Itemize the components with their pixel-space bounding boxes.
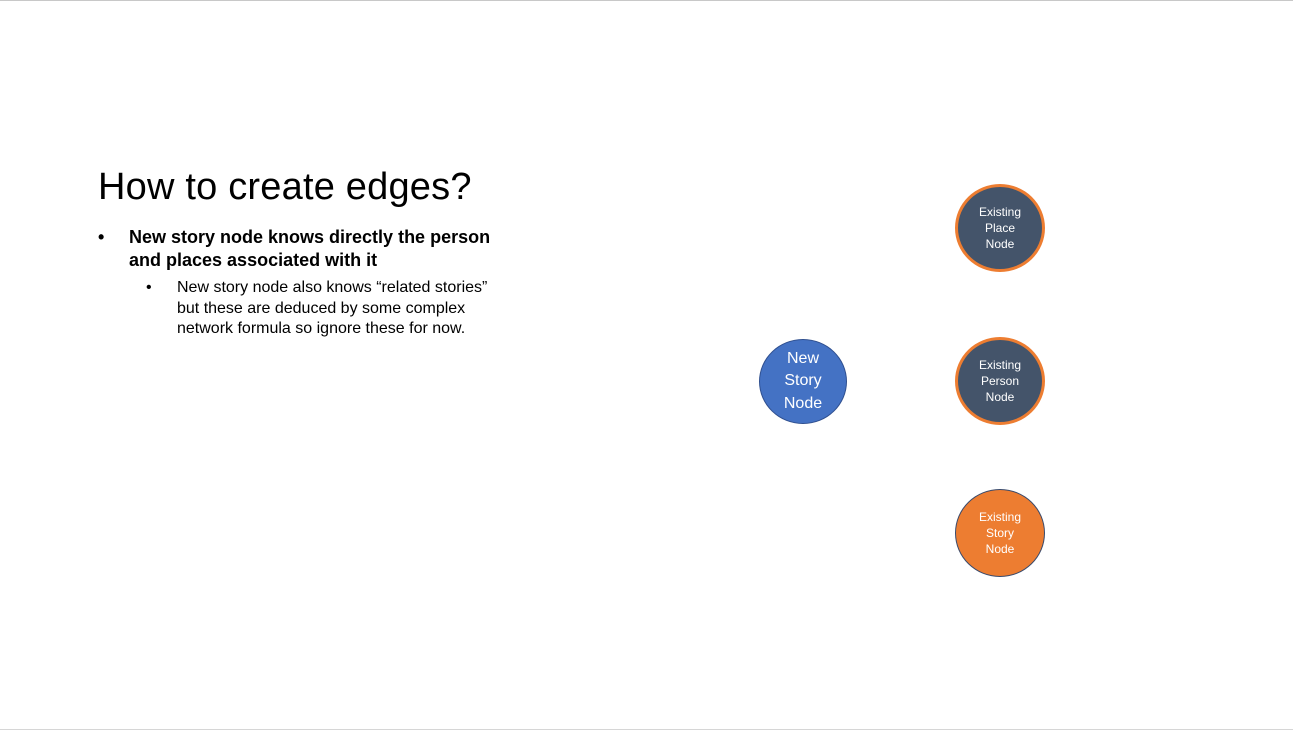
bullet-level-2: • New story node also knows “related sto… — [146, 278, 506, 340]
existing-person-node[interactable]: Existing Person Node — [955, 337, 1045, 425]
existing-story-node[interactable]: Existing Story Node — [955, 489, 1045, 577]
bullet-level-2-text: New story node also knows “related stori… — [177, 278, 506, 340]
slide-bottom-border — [0, 729, 1293, 730]
bullet-marker: • — [98, 226, 104, 249]
slide-top-border — [0, 0, 1293, 1]
existing-story-node-label: Existing Story Node — [979, 509, 1021, 557]
bullet-marker: • — [146, 278, 152, 299]
bullet-level-1: • New story node knows directly the pers… — [98, 226, 498, 272]
new-story-node-label: New Story Node — [784, 348, 822, 416]
bullet-level-1-text: New story node knows directly the person… — [129, 226, 498, 272]
new-story-node[interactable]: New Story Node — [759, 339, 847, 424]
existing-place-node-label: Existing Place Node — [979, 204, 1021, 252]
existing-place-node[interactable]: Existing Place Node — [955, 184, 1045, 272]
slide-title: How to create edges? — [98, 166, 472, 209]
existing-person-node-label: Existing Person Node — [979, 357, 1021, 405]
